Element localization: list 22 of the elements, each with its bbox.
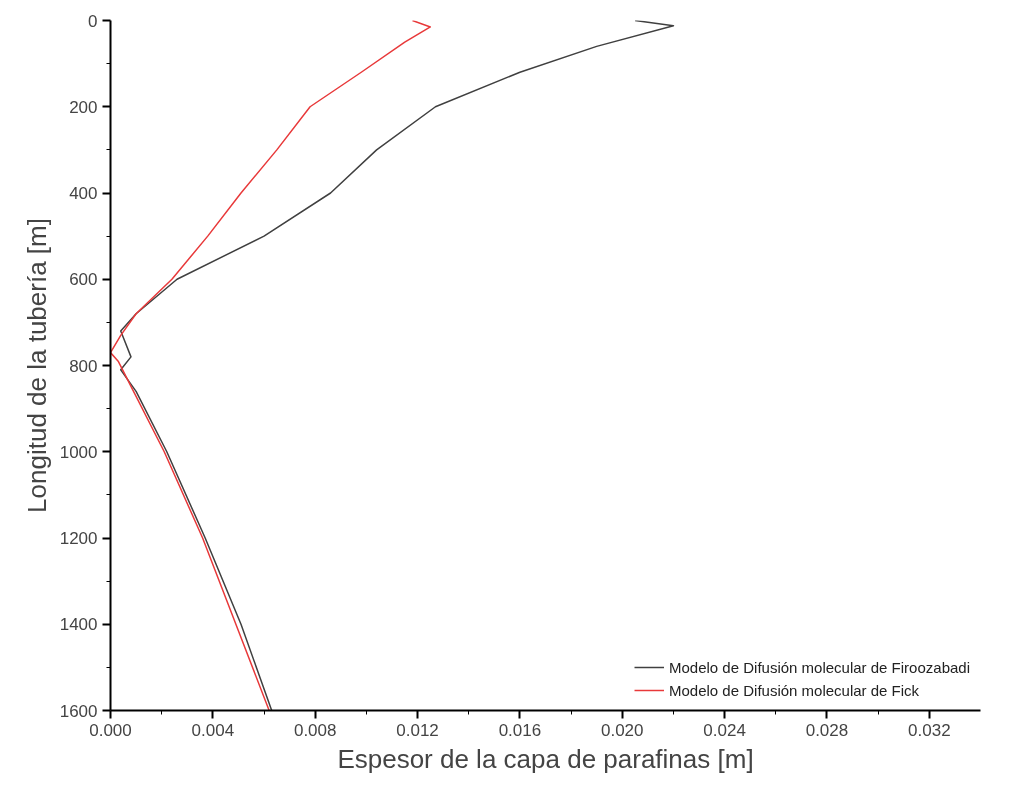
x-tick-label: 0.012 xyxy=(396,720,439,740)
y-tick-label: 1000 xyxy=(59,442,98,462)
x-tick-label: 0.004 xyxy=(191,720,235,740)
y-tick-label: 1600 xyxy=(59,701,98,721)
legend-label: Modelo de Difusión molecular de Fick xyxy=(669,681,920,699)
x-tick-label: 0.000 xyxy=(89,720,132,740)
x-tick-label: 0.020 xyxy=(600,720,644,740)
y-tick-label: 800 xyxy=(69,356,98,376)
y-tick-label: 200 xyxy=(69,97,98,117)
x-tick-label: 0.008 xyxy=(293,720,337,740)
y-tick-label: 600 xyxy=(69,270,98,290)
x-tick-label: 0.016 xyxy=(498,720,542,740)
y-tick-label: 400 xyxy=(69,184,98,203)
y-tick-label: 1200 xyxy=(59,529,98,548)
y-tick-label: 1400 xyxy=(59,615,98,635)
y-axis-title: Longitud de la tubería [m] xyxy=(21,218,52,513)
y-tick-label: 0 xyxy=(88,11,98,31)
x-tick-label: 0.024 xyxy=(703,720,746,740)
x-tick-label: 0.028 xyxy=(805,720,849,740)
x-tick-label: 0.032 xyxy=(908,720,951,740)
x-axis-title: Espesor de la capa de parafinas [m] xyxy=(337,743,754,774)
legend-label: Modelo de Difusión molecular de Firoozabadi xyxy=(669,658,970,676)
